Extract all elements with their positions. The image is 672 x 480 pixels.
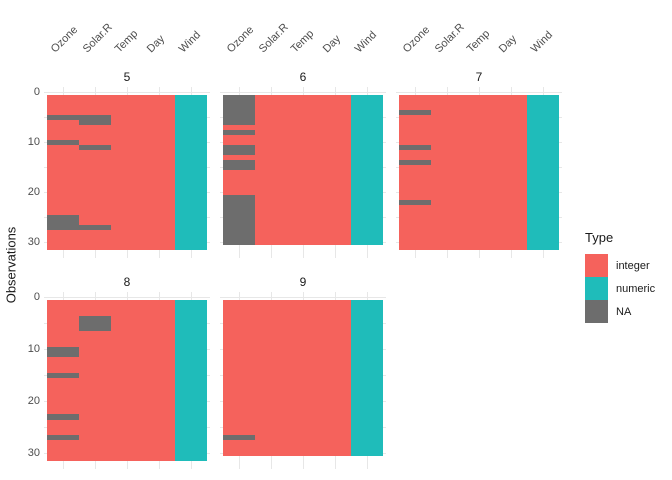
na-segment (399, 110, 431, 115)
tile-column-ozone (47, 95, 79, 250)
tile-column-day (319, 95, 351, 245)
legend: Type integer numeric NA (585, 230, 655, 323)
facet-strip-label: 9 (299, 275, 307, 289)
na-segment (223, 160, 255, 170)
facet-panel-6 (220, 87, 386, 258)
na-segment (47, 140, 79, 145)
na-segment (399, 200, 431, 205)
x-axis-label: Wind (528, 29, 556, 56)
facet-panel-9 (220, 292, 386, 470)
x-axis-label: Day (496, 32, 520, 56)
tile-column-ozone (223, 300, 255, 456)
y-axis-tick-label: 20 (27, 395, 40, 407)
facet-panel-5 (44, 87, 210, 258)
na-segment (223, 95, 255, 125)
tile-column-temp (287, 300, 319, 456)
legend-entries: integer numeric NA (585, 254, 655, 323)
x-axis-label: Day (144, 32, 168, 56)
legend-entry-label: numeric (616, 282, 656, 295)
tile-column-day (319, 300, 351, 456)
tile-column-day (143, 300, 175, 462)
tile-column-solarr (79, 95, 111, 250)
y-axis-tick-label: 30 (27, 236, 40, 248)
gridline (220, 296, 386, 298)
legend-entry-numeric: numeric (585, 277, 655, 300)
x-axis-label: Solar.R (432, 21, 467, 56)
tile-column-day (495, 95, 527, 250)
na-segment (399, 160, 431, 165)
na-segment (47, 346, 79, 358)
na-segment (399, 145, 431, 150)
tile-column-ozone (399, 95, 431, 250)
y-axis-tick-label: 10 (27, 136, 40, 148)
gridline (220, 91, 386, 93)
tile-column-wind (351, 95, 383, 245)
na-segment (47, 215, 79, 230)
legend-key-swatch (585, 254, 608, 277)
facet-panel-8 (44, 292, 210, 470)
legend-key-swatch (585, 300, 608, 323)
tile-column-solarr (255, 300, 287, 456)
y-axis-tick-label: 0 (33, 291, 40, 303)
na-segment (79, 315, 111, 332)
legend-key-swatch (585, 277, 608, 300)
x-axis-label: Solar.R (80, 21, 115, 56)
tile-column-temp (463, 95, 495, 250)
facet-strip-label: 8 (123, 275, 131, 289)
x-axis-label: Temp (464, 27, 493, 56)
na-segment (223, 195, 255, 245)
legend-title: Type (585, 230, 614, 245)
x-axis-label: Wind (176, 29, 204, 56)
facet-strip-label: 7 (475, 70, 483, 84)
tile-column-ozone (47, 300, 79, 462)
x-axis-label: Day (320, 32, 344, 56)
tile-column-wind (175, 300, 207, 462)
tile-column-wind (175, 95, 207, 250)
y-axis-tick-label: 0 (33, 86, 40, 98)
tile-column-solarr (255, 95, 287, 245)
na-segment (223, 145, 255, 155)
legend-entry-integer: integer (585, 254, 655, 277)
facet-strip-label: 5 (123, 70, 131, 84)
x-axis-label: Temp (288, 27, 317, 56)
tile-column-ozone (223, 95, 255, 245)
na-segment (47, 115, 79, 120)
na-segment (79, 115, 111, 125)
na-segment (47, 414, 79, 420)
tile-column-solarr (431, 95, 463, 250)
legend-entry-label: NA (616, 305, 632, 318)
tile-column-temp (111, 95, 143, 250)
gridline (44, 91, 210, 93)
na-segment (223, 130, 255, 135)
na-segment (79, 225, 111, 230)
na-segment (47, 372, 79, 378)
facet-panel-7 (396, 87, 562, 258)
y-axis-tick-label: 10 (27, 343, 40, 355)
na-segment (47, 435, 79, 441)
tile-column-solarr (79, 300, 111, 462)
x-axis-label: Ozone (400, 23, 433, 56)
x-axis-label: Ozone (48, 23, 81, 56)
tile-column-day (143, 95, 175, 250)
x-axis-label: Solar.R (256, 21, 291, 56)
tile-column-wind (351, 300, 383, 456)
y-axis-tick-label: 30 (27, 447, 40, 459)
tile-column-wind (527, 95, 559, 250)
gridline (396, 91, 562, 93)
tile-column-temp (287, 95, 319, 245)
x-axis-label: Ozone (224, 23, 257, 56)
na-segment (79, 145, 111, 150)
facet-strip-label: 6 (299, 70, 307, 84)
na-segment (223, 435, 255, 441)
gridline (44, 296, 210, 298)
y-axis-tick-label: 20 (27, 186, 40, 198)
legend-entry-na: NA (585, 300, 655, 323)
x-axis-label: Wind (352, 29, 380, 56)
tile-column-temp (111, 300, 143, 462)
legend-entry-label: integer (616, 259, 650, 272)
x-axis-label: Temp (112, 27, 141, 56)
